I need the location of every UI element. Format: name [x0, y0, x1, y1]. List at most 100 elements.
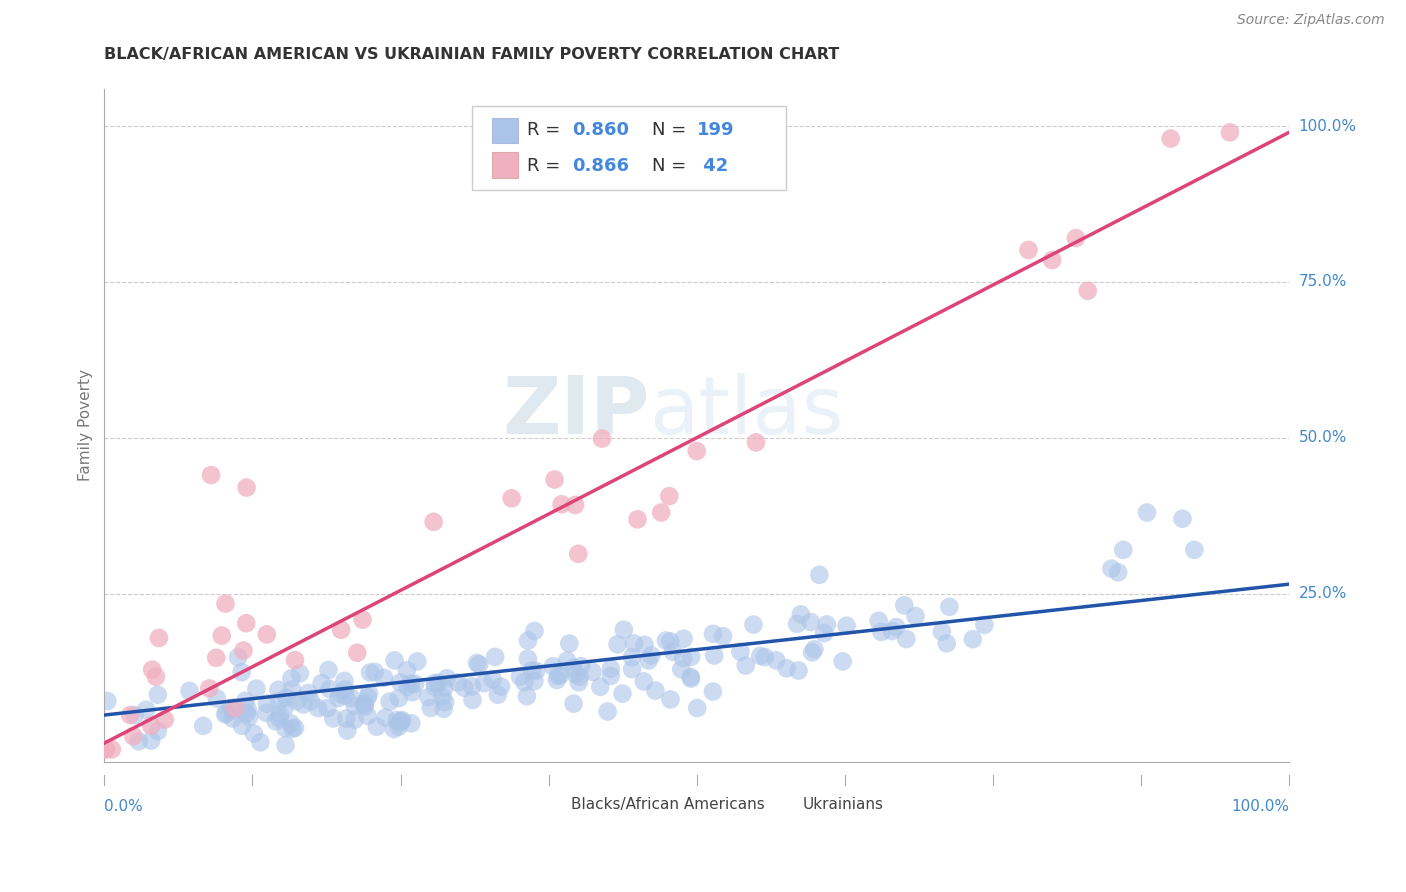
Point: [606, 637, 628, 651]
Point: [465, 656, 488, 670]
Point: [423, 680, 446, 694]
Point: [446, 675, 468, 690]
Point: [672, 632, 695, 646]
Point: [754, 650, 776, 665]
Point: [205, 651, 228, 665]
Point: [547, 668, 569, 682]
Point: [509, 669, 531, 683]
Point: [640, 648, 662, 663]
Point: [433, 681, 456, 695]
Point: [800, 615, 823, 629]
Point: [813, 626, 835, 640]
Point: [395, 663, 418, 677]
Point: [432, 690, 454, 704]
Point: [633, 674, 655, 689]
Point: [434, 695, 457, 709]
Point: [896, 632, 918, 646]
Point: [655, 633, 678, 648]
Point: [330, 623, 353, 637]
Point: [406, 655, 429, 669]
Point: [141, 718, 163, 732]
Point: [786, 616, 808, 631]
Point: [621, 650, 644, 665]
Point: [146, 688, 169, 702]
Point: [94, 742, 117, 756]
Point: [215, 706, 238, 720]
Point: [359, 665, 381, 680]
Point: [94, 742, 117, 756]
Point: [568, 670, 591, 684]
Point: [354, 696, 377, 710]
Point: [765, 653, 787, 667]
Point: [681, 649, 703, 664]
Point: [226, 650, 249, 665]
Point: [730, 645, 752, 659]
Point: [550, 497, 572, 511]
Point: [146, 724, 169, 739]
Point: [198, 681, 221, 696]
Point: [267, 682, 290, 697]
Point: [396, 680, 419, 694]
Point: [501, 491, 523, 506]
Point: [224, 703, 246, 717]
Bar: [492, 152, 517, 178]
Point: [357, 686, 380, 700]
Point: [193, 719, 215, 733]
Point: [835, 619, 858, 633]
Point: [1099, 561, 1122, 575]
Point: [745, 435, 768, 450]
Point: [938, 599, 960, 614]
Point: [364, 665, 387, 679]
Point: [790, 607, 813, 622]
Point: [568, 675, 591, 690]
Point: [179, 684, 201, 698]
Point: [357, 690, 380, 704]
Text: N =: N =: [652, 121, 692, 139]
Point: [831, 655, 853, 669]
Point: [274, 721, 297, 735]
Point: [702, 627, 724, 641]
Point: [388, 720, 411, 734]
Point: [679, 672, 702, 686]
Text: 0.866: 0.866: [572, 157, 630, 175]
Point: [555, 654, 578, 668]
Point: [893, 599, 915, 613]
Point: [100, 742, 122, 756]
Text: 100.0%: 100.0%: [1299, 119, 1357, 134]
Point: [211, 629, 233, 643]
Point: [541, 659, 564, 673]
Point: [776, 661, 799, 675]
Point: [214, 707, 236, 722]
Point: [569, 659, 592, 673]
Point: [274, 738, 297, 752]
Point: [612, 687, 634, 701]
Point: [224, 701, 246, 715]
Point: [523, 674, 546, 689]
Text: Ukrainians: Ukrainians: [803, 797, 883, 813]
Point: [567, 547, 589, 561]
Point: [581, 665, 603, 679]
Point: [200, 468, 222, 483]
Point: [221, 711, 243, 725]
Bar: [531, 797, 564, 813]
Point: [354, 699, 377, 714]
Point: [384, 653, 406, 667]
Point: [356, 708, 378, 723]
Point: [276, 690, 298, 705]
Point: [931, 624, 953, 639]
Point: [205, 691, 228, 706]
Point: [235, 616, 257, 631]
Point: [423, 676, 446, 690]
Text: BLACK/AFRICAN AMERICAN VS UKRAINIAN FAMILY POVERTY CORRELATION CHART: BLACK/AFRICAN AMERICAN VS UKRAINIAN FAMI…: [104, 46, 839, 62]
Point: [264, 714, 287, 729]
Point: [267, 694, 290, 708]
Point: [221, 701, 243, 715]
Point: [516, 651, 538, 665]
Point: [422, 515, 444, 529]
Point: [148, 631, 170, 645]
Point: [243, 726, 266, 740]
Point: [904, 609, 927, 624]
Point: [388, 715, 411, 730]
Point: [546, 673, 568, 687]
Point: [353, 698, 375, 712]
